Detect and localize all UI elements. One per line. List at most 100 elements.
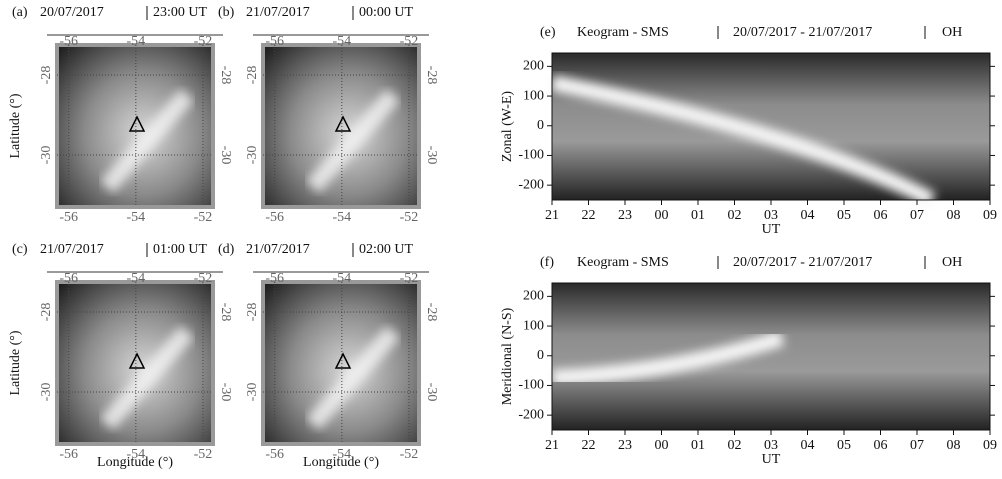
x-tick-label: 21 [545, 208, 559, 223]
x-tick-label: 22 [582, 438, 596, 453]
x-tick-label: 00 [655, 438, 669, 453]
map-date: 21/07/2017 [246, 242, 310, 257]
x-tick-label: 03 [764, 438, 778, 453]
x-tick-label: -52 [400, 271, 419, 286]
y-tick-label: -28 [218, 66, 233, 85]
x-axis-label: Longitude (°) [97, 455, 173, 470]
x-tick-label: 08 [947, 208, 961, 223]
panel-label: (f) [540, 255, 554, 270]
x-tick-label: -54 [333, 210, 352, 225]
site-marker [128, 352, 146, 369]
x-tick-label: -52 [194, 271, 213, 286]
x-tick-label: -56 [59, 34, 78, 49]
map-date: 21/07/2017 [246, 5, 310, 20]
x-tick-label: -52 [400, 34, 419, 49]
x-tick-label: 01 [691, 438, 705, 453]
site-marker [128, 115, 146, 132]
site-marker [334, 115, 352, 132]
panel-label: (e) [540, 25, 556, 40]
x-axis-label: Longitude (°) [303, 455, 379, 470]
x-tick-label: 04 [801, 438, 815, 453]
keogram-title: Keogram - SMS [577, 255, 669, 270]
x-tick-label: -56 [265, 271, 284, 286]
y-tick-label: -28 [218, 303, 233, 322]
x-tick-label: 05 [837, 438, 851, 453]
x-tick-label: 09 [983, 208, 997, 223]
y-tick-label: 0 [537, 118, 544, 133]
airglow-band [551, 330, 785, 386]
y-tick-label: -28 [424, 66, 439, 85]
panel-label: (d) [218, 242, 235, 257]
x-tick-label: -54 [127, 271, 146, 286]
x-tick-label: -54 [127, 447, 146, 462]
x-tick-label: -54 [127, 34, 146, 49]
x-tick-label: 07 [910, 208, 924, 223]
x-tick-label: 09 [983, 438, 997, 453]
y-tick-label: -28 [245, 303, 260, 322]
y-tick-label: 200 [523, 59, 544, 74]
keogram-channel: OH [942, 255, 962, 270]
x-tick-label: -56 [59, 271, 78, 286]
y-axis-label: Zonal (W-E) [500, 91, 515, 162]
x-tick-label: 04 [801, 208, 815, 223]
y-tick-label: -30 [218, 146, 233, 165]
x-tick-label: -56 [265, 34, 284, 49]
x-tick-label: 00 [655, 208, 669, 223]
y-axis-label: Latitude (°) [8, 330, 23, 395]
x-tick-label: -56 [59, 210, 78, 225]
y-tick-label: -30 [424, 146, 439, 165]
y-tick-label: 100 [523, 318, 544, 333]
y-tick-label: -100 [518, 148, 544, 163]
all-sky-image [261, 43, 421, 209]
y-tick-label: -200 [518, 177, 544, 192]
y-tick-label: 100 [523, 88, 544, 103]
x-tick-label: 08 [947, 438, 961, 453]
x-tick-label: -54 [333, 34, 352, 49]
all-sky-image [261, 280, 421, 446]
x-tick-label: 02 [728, 438, 742, 453]
y-tick-label: -28 [39, 66, 54, 85]
all-sky-image [55, 280, 215, 446]
x-tick-label: -52 [400, 447, 419, 462]
y-axis-label: Latitude (°) [8, 93, 23, 158]
map-time: 23:00 UT [153, 5, 208, 20]
y-tick-label: -30 [218, 383, 233, 402]
x-axis-label: UT [762, 452, 781, 467]
x-tick-label: -52 [400, 210, 419, 225]
x-tick-label: -54 [333, 271, 352, 286]
y-tick-label: -200 [518, 407, 544, 422]
x-tick-label: -52 [194, 210, 213, 225]
keogram-dates: 20/07/2017 - 21/07/2017 [733, 255, 872, 270]
airglow-band [306, 326, 400, 430]
map-date: 20/07/2017 [40, 5, 104, 20]
y-tick-label: -28 [245, 66, 260, 85]
x-tick-label: 01 [691, 208, 705, 223]
panel-label: (b) [218, 5, 235, 20]
keogram-dates: 20/07/2017 - 21/07/2017 [733, 25, 872, 40]
all-sky-image [55, 43, 215, 209]
map-time: 02:00 UT [359, 242, 414, 257]
keogram-image [552, 53, 990, 200]
keogram-channel: OH [942, 25, 962, 40]
x-tick-label: 06 [874, 438, 888, 453]
x-tick-label: 07 [910, 438, 924, 453]
y-axis-label: Meridional (N-S) [500, 307, 515, 405]
x-tick-label: 03 [764, 208, 778, 223]
airglow-band [100, 89, 194, 193]
airglow-band [550, 75, 936, 208]
site-marker [334, 352, 352, 369]
map-date: 21/07/2017 [40, 242, 104, 257]
x-tick-label: -52 [194, 447, 213, 462]
x-tick-label: -56 [59, 447, 78, 462]
airglow-band [100, 326, 194, 430]
x-tick-label: 02 [728, 208, 742, 223]
x-tick-label: 23 [618, 208, 632, 223]
x-axis-label: UT [762, 222, 781, 237]
y-tick-label: -28 [424, 303, 439, 322]
y-tick-label: 0 [537, 348, 544, 363]
airglow-band [306, 89, 400, 193]
y-tick-label: -30 [245, 383, 260, 402]
x-tick-label: 05 [837, 208, 851, 223]
map-time: 01:00 UT [153, 242, 208, 257]
